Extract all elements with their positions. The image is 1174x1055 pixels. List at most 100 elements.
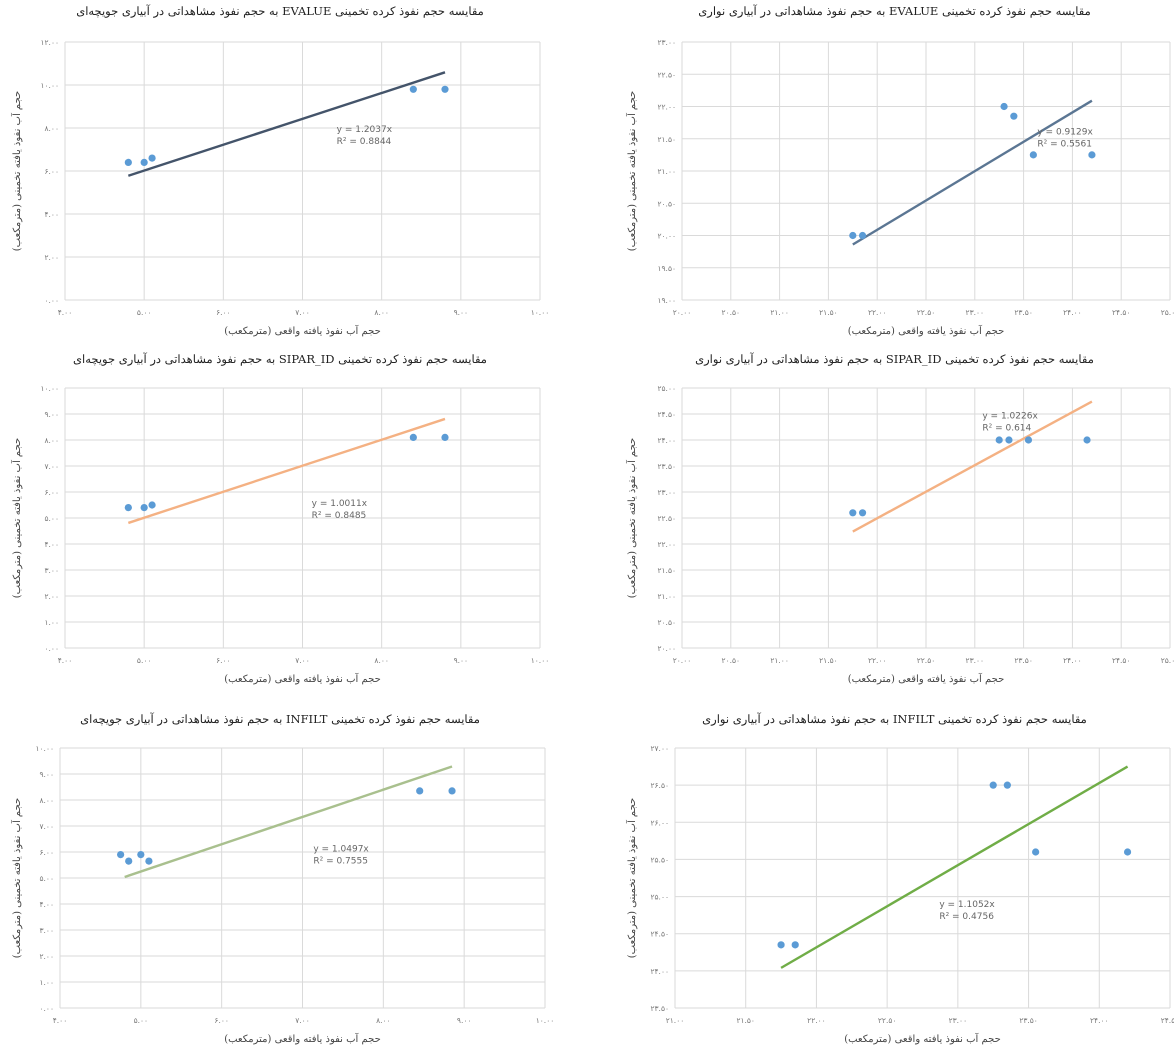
x-tick-label: ۲۴.۵۰: [1112, 308, 1131, 317]
trendline: [852, 400, 1093, 533]
x-tick-label: ۹.۰۰: [454, 308, 468, 317]
y-tick-label: ۲۱.۰۰: [658, 167, 677, 176]
y-tick-label: ۲۳.۰۰: [658, 38, 677, 47]
x-tick-label: ۲۲.۵۰: [878, 1016, 897, 1025]
data-point: [125, 857, 133, 865]
x-tick-label: ۲۳.۵۰: [1019, 1016, 1038, 1025]
y-axis-label: حجم آب نفوذ یافته تخمینی (مترمکعب): [10, 798, 23, 958]
data-point: [858, 509, 867, 517]
x-tick-label: ۲۲.۵۰: [917, 308, 936, 317]
x-tick-label: ۵.۰۰: [134, 1016, 148, 1025]
r-squared-label: R² = 0.8485: [312, 511, 367, 521]
y-tick-label: ۲۰.۰۰: [658, 232, 677, 241]
r-squared-label: R² = 0.5561: [1037, 140, 1092, 150]
y-tick-label: ۸.۰۰: [40, 796, 54, 805]
data-point: [409, 433, 417, 441]
x-tick-label: ۴.۰۰: [58, 656, 72, 665]
chart-svg: ۰.۰۰ ۱.۰۰ ۲.۰۰ ۳.۰۰ ۴.۰۰ ۵.۰۰ ۶.۰۰ ۷.۰۰ ۸.۰۰ ۹.۰۰…: [10, 744, 555, 1045]
data-point: [416, 787, 424, 795]
y-tick-label: ۲۲.۰۰: [658, 540, 677, 549]
y-tick-label: ۱۰.۰۰: [41, 384, 60, 393]
y-tick-label: ۸.۰۰: [45, 436, 59, 445]
chart-sipar-furrow: مقایسه حجم نفوذ کرده تخمینی SIPAR_ID به …: [0, 348, 560, 693]
chart-title: مقایسه حجم نفوذ کرده تخمینی EVALUE به حج…: [698, 4, 1091, 18]
y-tick-label: ۱۹.۵۰: [658, 264, 677, 273]
x-axis-label: حجم آب نفوذ یافته واقعی (مترمکعب): [224, 672, 381, 685]
x-tick-label: ۴.۰۰: [53, 1016, 67, 1025]
r-squared-label: R² = 0.4756: [939, 912, 994, 922]
y-tick-label: ۲۵.۰۰: [658, 384, 677, 393]
y-tick-label: ۲۳.۰۰: [658, 488, 677, 497]
x-tick-label: ۶.۰۰: [216, 308, 230, 317]
y-tick-label: ۹.۰۰: [40, 770, 54, 779]
x-tick-label: ۴.۰۰: [58, 308, 72, 317]
data-point: [117, 851, 125, 859]
y-tick-label: ۲۵.۵۰: [651, 855, 670, 864]
data-point: [1005, 436, 1013, 444]
y-tick-label: ۶.۰۰: [45, 488, 59, 497]
x-tick-label: ۲۱.۵۰: [736, 1016, 755, 1025]
y-tick-label: ۲۳.۵۰: [658, 462, 677, 471]
chart-title: مقایسه حجم نفوذ کرده تخمینی SIPAR_ID به …: [73, 352, 487, 366]
data-point: [124, 504, 132, 512]
chart-svg: ۲۳.۵۰ ۲۴.۰۰ ۲۴.۵۰ ۲۵.۰۰ ۲۵.۵۰ ۲۶.۰۰ ۲۶.۵۰ ۲۷.۰۰…: [625, 744, 1174, 1045]
trendline-equation: y = 1.0011x: [312, 499, 368, 509]
trendline: [124, 765, 453, 879]
data-point: [448, 787, 456, 795]
y-tick-label: ۲۱.۵۰: [658, 566, 677, 575]
y-tick-label: ۹.۰۰: [45, 410, 59, 419]
x-tick-label: ۱۰.۰۰: [536, 1016, 555, 1025]
y-tick-label: ۷.۰۰: [40, 822, 54, 831]
x-tick-label: ۹.۰۰: [454, 656, 468, 665]
x-tick-label: ۲۲.۵۰: [917, 656, 936, 665]
data-point: [791, 941, 799, 949]
x-tick-label: ۲۴.۰۰: [1090, 1016, 1109, 1025]
y-tick-label: ۲۲.۵۰: [658, 70, 677, 79]
x-tick-label: ۲۳.۰۰: [966, 656, 985, 665]
trendline: [852, 99, 1093, 246]
x-tick-label: ۲۰.۰۰: [673, 308, 692, 317]
x-tick-label: ۲۰.۰۰: [673, 656, 692, 665]
x-tick-label: ۲۳.۰۰: [966, 308, 985, 317]
x-tick-label: ۵.۰۰: [137, 656, 151, 665]
y-tick-label: ۰.۰۰: [45, 644, 59, 653]
x-tick-label: ۸.۰۰: [376, 1016, 390, 1025]
data-point: [1024, 436, 1033, 444]
data-point: [1010, 112, 1018, 120]
data-point: [148, 501, 156, 509]
chart-svg: ۰.۰۰ ۱.۰۰ ۲.۰۰ ۳.۰۰ ۴.۰۰ ۵.۰۰ ۶.۰۰ ۷.۰۰ ۸.۰۰ ۹.۰۰…: [10, 384, 549, 685]
chart-title: مقایسه حجم نفوذ کرده تخمینی INFILT به حج…: [80, 712, 480, 726]
y-tick-label: ۷.۰۰: [45, 462, 59, 471]
x-tick-label: ۲۱.۰۰: [770, 308, 789, 317]
y-tick-label: ۲۱.۰۰: [658, 592, 677, 601]
data-point: [140, 158, 148, 166]
y-axis-label: حجم آب نفوذ یافته تخمینی (مترمکعب): [625, 91, 638, 251]
y-tick-label: ۶.۰۰: [40, 848, 54, 857]
y-axis-label: حجم آب نفوذ یافته تخمینی (مترمکعب): [10, 438, 23, 598]
chart-evalue-border: مقایسه حجم نفوذ کرده تخمینی EVALUE به حج…: [615, 0, 1174, 345]
x-axis-label: حجم آب نفوذ یافته واقعی (مترمکعب): [844, 1032, 1001, 1045]
data-point: [858, 231, 867, 240]
r-squared-label: R² = 0.614: [982, 424, 1031, 434]
y-tick-label: ۱۹.۰۰: [658, 296, 677, 305]
data-point: [148, 154, 156, 162]
x-tick-label: ۲۵.۰۰: [1161, 656, 1174, 665]
trendline: [780, 765, 1129, 969]
y-tick-label: ۲۴.۵۰: [651, 930, 670, 939]
x-tick-label: ۲۲.۰۰: [868, 308, 887, 317]
data-point: [140, 504, 148, 512]
y-tick-label: ۴.۰۰: [45, 540, 59, 549]
y-tick-label: ۰.۰۰: [45, 296, 59, 305]
y-axis-label: حجم آب نفوذ یافته تخمینی (مترمکعب): [10, 91, 23, 251]
x-axis-label: حجم آب نفوذ یافته واقعی (مترمکعب): [224, 324, 381, 337]
y-tick-label: ۱۰.۰۰: [41, 81, 60, 90]
y-tick-label: ۲۲.۰۰: [658, 103, 677, 112]
x-tick-label: ۲۴.۵۰: [1161, 1016, 1174, 1025]
x-axis-label: حجم آب نفوذ یافته واقعی (مترمکعب): [224, 1032, 381, 1045]
data-point: [441, 433, 449, 441]
x-tick-label: ۷.۰۰: [295, 656, 309, 665]
y-tick-label: ۶.۰۰: [45, 167, 59, 176]
y-tick-label: ۲۶.۵۰: [651, 781, 670, 790]
y-tick-label: ۲۴.۰۰: [651, 967, 670, 976]
r-squared-label: R² = 0.7555: [313, 857, 368, 867]
